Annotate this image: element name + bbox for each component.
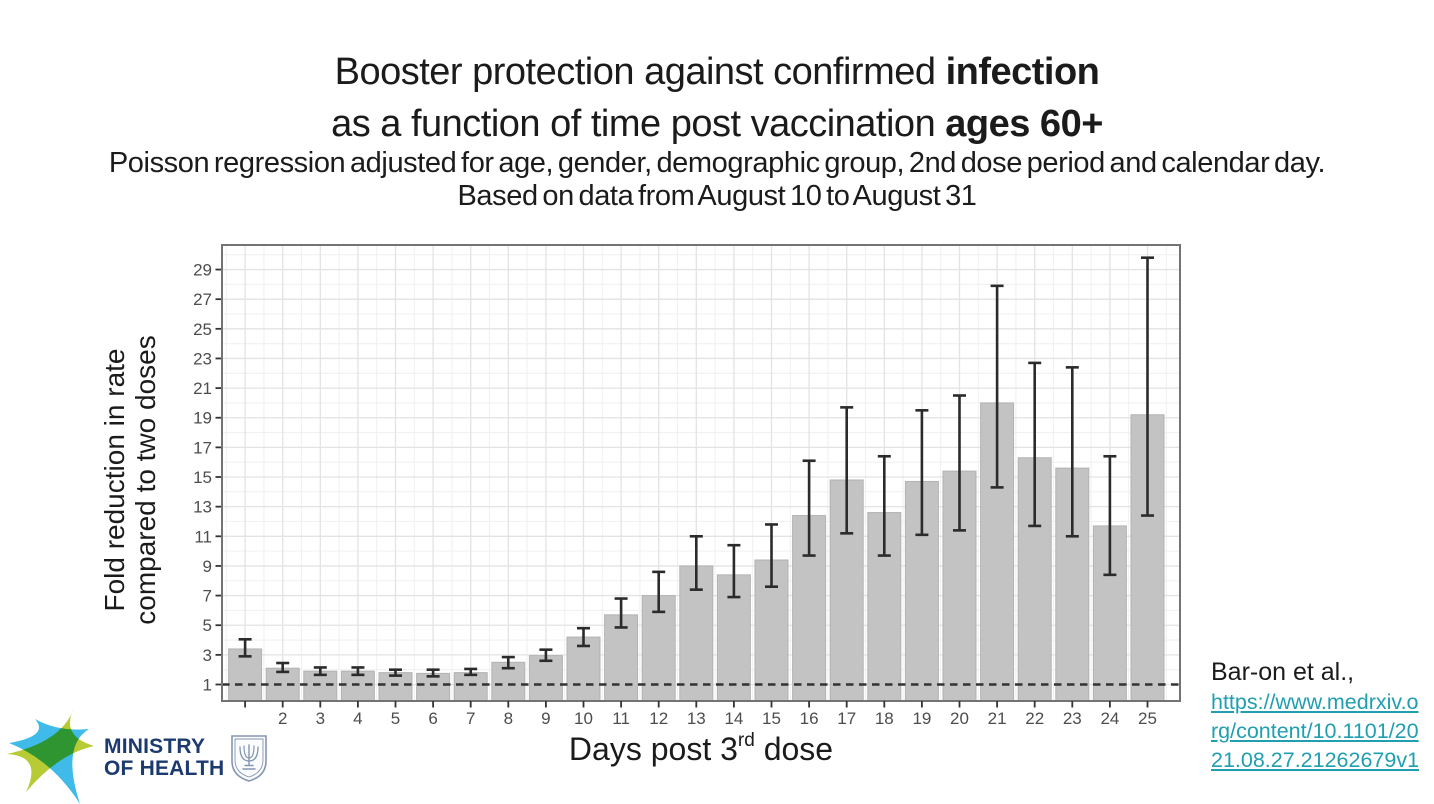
y-tick-label: 29 (193, 261, 212, 280)
ministry-of-health-logo: MINISTRY OF HEALTH (0, 690, 280, 804)
x-tick-label: 11 (612, 709, 630, 728)
israel-state-emblem-icon (231, 735, 267, 782)
x-tick-label: 25 (1138, 709, 1157, 728)
logo-text-line-2: OF HEALTH (104, 756, 225, 780)
bar-day-7 (453, 672, 488, 702)
ordinal-superscript: rd (737, 730, 755, 752)
y-tick-label: 19 (193, 409, 212, 428)
y-tick-label: 17 (193, 438, 212, 457)
x-tick-label: 4 (353, 709, 362, 728)
x-tick-label: 18 (875, 709, 894, 728)
x-tick-label: 15 (762, 709, 781, 728)
y-tick-label: 1 (203, 676, 212, 695)
x-tick-label: 24 (1100, 709, 1119, 728)
page-title: Booster protection against confirmed inf… (0, 46, 1434, 150)
chart-panel-border (221, 244, 1181, 702)
title-line-1-regular: Booster protection against confirmed (334, 51, 946, 93)
y-tick-label: 5 (203, 616, 212, 635)
x-axis-label: Days post 3rd dose (568, 730, 834, 767)
x-tick-label: 21 (988, 709, 1007, 728)
y-tick-label: 23 (193, 349, 212, 368)
x-tick-label: 13 (687, 709, 706, 728)
citation-link[interactable]: https://www.medrxiv.o rg/content/10.1101… (1211, 690, 1420, 772)
title-line-1-bold: infection (945, 51, 1100, 93)
x-tick-label: 20 (950, 709, 969, 728)
citation-author: Bar-on et al., (1211, 658, 1355, 686)
subtitle: Poisson regression adjusted for age, gen… (0, 147, 1434, 213)
y-tick-label: 11 (194, 527, 212, 546)
x-tick-label: 22 (1025, 709, 1044, 728)
bar-day-6 (416, 672, 451, 702)
y-tick-label: 7 (203, 587, 212, 606)
subtitle-line-2: Based on data from August 10 to August 3… (457, 180, 977, 212)
bar-day-9 (528, 655, 563, 702)
bar-day-5 (378, 672, 413, 702)
x-tick-label: 12 (649, 709, 668, 728)
y-tick-label: 27 (193, 290, 212, 309)
x-tick-label: 8 (504, 709, 513, 728)
y-axis-label-line-2: compared to two doses (130, 335, 161, 625)
y-axis-label-line-1: Fold reduction in rate (99, 348, 130, 612)
x-tick-label: 5 (391, 709, 400, 728)
x-tick-label: 2 (278, 709, 287, 728)
y-axis-label: Fold reduction in rate compared to two d… (99, 335, 161, 625)
x-tick-label: 23 (1063, 709, 1082, 728)
logo-text: MINISTRY OF HEALTH (104, 736, 224, 779)
y-tick-label: 9 (203, 557, 212, 576)
citation: Bar-on et al., https://www.medrxiv.o rg/… (1211, 656, 1431, 775)
y-tick-label: 13 (193, 498, 212, 517)
title-line-1: Booster protection against confirmed inf… (0, 46, 1434, 98)
y-tick-label: 15 (193, 468, 212, 487)
title-line-2-regular: as a function of time post vaccination (331, 103, 946, 145)
y-tick-label: 21 (193, 379, 212, 398)
x-tick-label: 10 (574, 709, 593, 728)
x-tick-label: 14 (724, 709, 743, 728)
y-tick-label: 25 (193, 320, 212, 339)
x-tick-label: 6 (428, 709, 437, 728)
x-tick-label: 17 (837, 709, 856, 728)
title-line-2: as a function of time post vaccination a… (0, 98, 1434, 150)
y-tick-label: 3 (203, 646, 212, 665)
x-tick-label: 7 (466, 709, 475, 728)
logo-text-line-1: MINISTRY (104, 735, 206, 758)
x-tick-label: 9 (541, 709, 550, 728)
subtitle-line-1: Poisson regression adjusted for age, gen… (108, 147, 1326, 179)
x-tick-label: 3 (316, 709, 325, 728)
x-tick-label: 16 (800, 709, 819, 728)
logo-star-icon (7, 708, 94, 804)
x-tick-label: 19 (912, 709, 931, 728)
title-line-2-bold: ages 60+ (945, 103, 1103, 145)
